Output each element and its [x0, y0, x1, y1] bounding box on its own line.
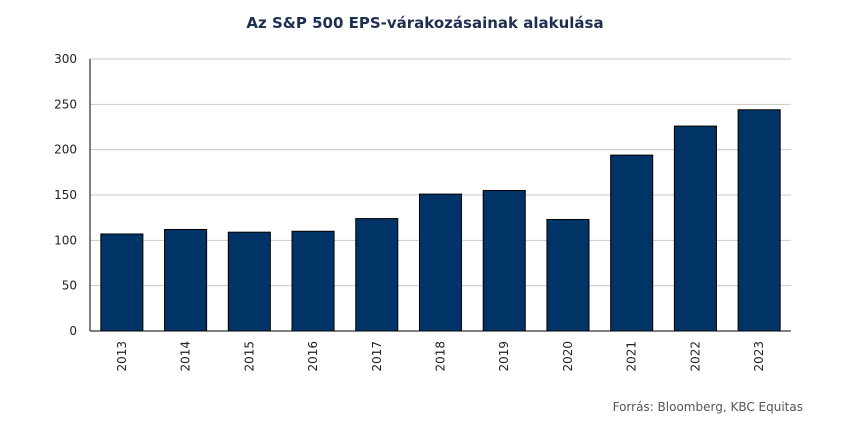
bar	[418, 193, 463, 332]
y-tick-label: 200	[54, 143, 77, 157]
y-tick-label: 250	[54, 97, 77, 111]
y-tick-label: 50	[62, 279, 77, 293]
x-tick-label: 2014	[179, 341, 193, 372]
bar	[291, 230, 335, 332]
x-tick-label: 2017	[370, 341, 384, 372]
bar	[227, 231, 271, 332]
bar	[100, 233, 144, 332]
x-tick-label: 2021	[625, 341, 639, 372]
source-note: Forrás: Bloomberg, KBC Equitas	[612, 400, 803, 414]
bar	[164, 228, 208, 332]
bar	[482, 189, 526, 332]
x-tick-label: 2016	[306, 341, 320, 372]
bar	[546, 218, 590, 332]
chart-title: Az S&P 500 EPS-várakozásainak alakulása	[246, 14, 604, 32]
x-tick-label: 2019	[497, 341, 511, 372]
x-tick-label: 2022	[688, 341, 702, 372]
bar	[737, 109, 781, 332]
x-tick-label: 2018	[434, 341, 448, 372]
y-tick-label: 300	[54, 52, 77, 66]
y-tick-label: 100	[54, 233, 77, 247]
x-tick-label: 2023	[752, 341, 766, 372]
bar	[673, 125, 717, 332]
bar	[610, 154, 654, 332]
y-tick-label: 0	[69, 324, 77, 338]
x-tick-label: 2015	[242, 341, 256, 372]
x-tick-label: 2013	[115, 341, 129, 372]
y-tick-label: 150	[54, 188, 77, 202]
x-tick-label: 2020	[561, 341, 575, 372]
bar	[355, 218, 399, 332]
